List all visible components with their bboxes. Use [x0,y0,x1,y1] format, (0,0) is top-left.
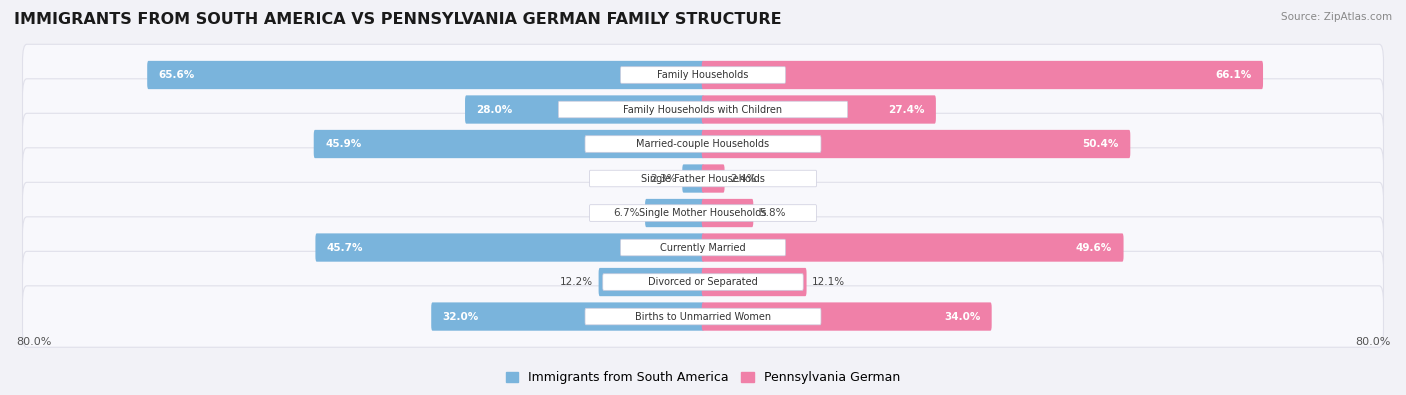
Text: Currently Married: Currently Married [661,243,745,252]
Text: 45.9%: 45.9% [325,139,361,149]
Text: 50.4%: 50.4% [1083,139,1119,149]
FancyBboxPatch shape [589,170,817,187]
FancyBboxPatch shape [22,44,1384,106]
FancyBboxPatch shape [465,95,704,124]
Text: 6.7%: 6.7% [613,208,640,218]
FancyBboxPatch shape [558,101,848,118]
FancyBboxPatch shape [702,303,991,331]
Text: Source: ZipAtlas.com: Source: ZipAtlas.com [1281,12,1392,22]
FancyBboxPatch shape [603,274,803,290]
FancyBboxPatch shape [702,164,724,193]
FancyBboxPatch shape [599,268,704,296]
FancyBboxPatch shape [702,130,1130,158]
Text: 66.1%: 66.1% [1215,70,1251,80]
FancyBboxPatch shape [645,199,704,227]
FancyBboxPatch shape [702,268,807,296]
FancyBboxPatch shape [702,199,754,227]
Text: 80.0%: 80.0% [1355,337,1391,348]
Text: IMMIGRANTS FROM SOUTH AMERICA VS PENNSYLVANIA GERMAN FAMILY STRUCTURE: IMMIGRANTS FROM SOUTH AMERICA VS PENNSYL… [14,12,782,27]
FancyBboxPatch shape [22,182,1384,244]
FancyBboxPatch shape [148,61,704,89]
FancyBboxPatch shape [432,303,704,331]
Text: Divorced or Separated: Divorced or Separated [648,277,758,287]
Legend: Immigrants from South America, Pennsylvania German: Immigrants from South America, Pennsylva… [501,367,905,389]
FancyBboxPatch shape [585,308,821,325]
FancyBboxPatch shape [589,205,817,221]
Text: 65.6%: 65.6% [159,70,195,80]
Text: 2.4%: 2.4% [730,173,756,184]
Text: 49.6%: 49.6% [1076,243,1112,252]
FancyBboxPatch shape [620,239,786,256]
Text: 5.8%: 5.8% [759,208,786,218]
Text: Births to Unmarried Women: Births to Unmarried Women [636,312,770,322]
FancyBboxPatch shape [22,286,1384,347]
Text: 45.7%: 45.7% [326,243,363,252]
Text: Family Households with Children: Family Households with Children [623,105,783,115]
Text: 12.2%: 12.2% [560,277,593,287]
Text: Single Mother Households: Single Mother Households [640,208,766,218]
FancyBboxPatch shape [702,233,1123,261]
FancyBboxPatch shape [22,79,1384,140]
FancyBboxPatch shape [22,217,1384,278]
FancyBboxPatch shape [22,251,1384,313]
Text: 80.0%: 80.0% [15,337,51,348]
Text: 12.1%: 12.1% [813,277,845,287]
FancyBboxPatch shape [682,164,704,193]
Text: 34.0%: 34.0% [943,312,980,322]
Text: 32.0%: 32.0% [443,312,479,322]
FancyBboxPatch shape [585,136,821,152]
Text: Family Households: Family Households [658,70,748,80]
Text: Single Father Households: Single Father Households [641,173,765,184]
FancyBboxPatch shape [315,233,704,261]
FancyBboxPatch shape [314,130,704,158]
Text: 28.0%: 28.0% [477,105,513,115]
FancyBboxPatch shape [22,148,1384,209]
Text: 2.3%: 2.3% [651,173,676,184]
FancyBboxPatch shape [702,95,936,124]
Text: 27.4%: 27.4% [889,105,925,115]
FancyBboxPatch shape [702,61,1263,89]
Text: Married-couple Households: Married-couple Households [637,139,769,149]
FancyBboxPatch shape [620,67,786,83]
FancyBboxPatch shape [22,113,1384,175]
